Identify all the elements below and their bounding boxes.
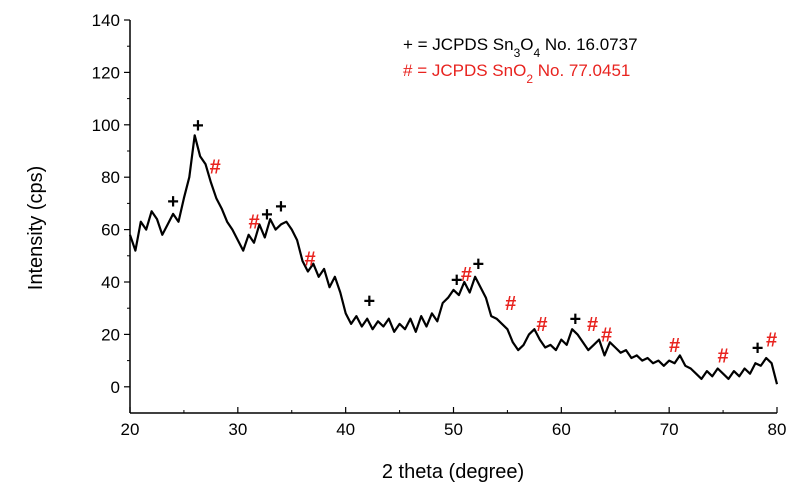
y-ticks: 0 20 40 60 80 100 120 140: [92, 11, 130, 397]
legend: + = JCPDS Sn3O4 No. 16.0737# = JCPDS SnO…: [403, 35, 638, 86]
sn3o4-peak-marker: +: [752, 338, 764, 360]
x-tick-label: 50: [444, 420, 463, 439]
sno2-peak-marker: #: [505, 293, 516, 315]
x-tick-label: 80: [768, 420, 787, 439]
y-tick-label: 120: [92, 63, 120, 82]
sn3o4-peak-marker: +: [451, 269, 463, 291]
sno2-peak-marker: #: [587, 314, 598, 336]
x-tick-label: 40: [336, 420, 355, 439]
x-tick-label: 20: [121, 420, 140, 439]
x-ticks: 20 30 40 50 60 70 80: [121, 407, 787, 439]
sn3o4-peak-marker: +: [364, 290, 376, 312]
x-tick-label: 70: [660, 420, 679, 439]
sno2-peak-marker: #: [536, 314, 547, 336]
sno2-markers: ###### # # # ##: [210, 157, 778, 368]
y-axis-title: Intensity (cps): [25, 166, 47, 290]
sno2-peak-marker: #: [669, 335, 680, 357]
sno2-peak-marker: #: [461, 264, 472, 286]
x-tick-label: 60: [552, 420, 571, 439]
legend-entry: + = JCPDS Sn3O4 No. 16.0737: [403, 35, 638, 60]
sn3o4-peak-marker: +: [275, 196, 287, 218]
sno2-peak-marker: #: [305, 248, 316, 270]
sn3o4-peak-marker: +: [192, 115, 204, 137]
y-tick-label: 40: [101, 273, 120, 292]
sno2-peak-marker: #: [766, 330, 777, 352]
series-line: [128, 134, 779, 385]
sno2-peak-marker: #: [718, 345, 729, 367]
sno2-peak-marker: #: [248, 212, 259, 234]
y-tick-label: 140: [92, 11, 120, 30]
sno2-peak-marker: #: [601, 324, 612, 346]
y-tick-label: 100: [92, 116, 120, 135]
x-axis-title: 2 theta (degree): [382, 461, 524, 482]
sn3o4-markers: +++ ++++++: [167, 115, 763, 360]
sn3o4-peak-marker: +: [570, 309, 582, 331]
y-tick-label: 60: [101, 221, 120, 240]
legend-entry: # = JCPDS SnO2 No. 77.0451: [403, 61, 630, 86]
sno2-peak-marker: #: [210, 157, 221, 179]
x-tick-label: 30: [228, 420, 247, 439]
y-tick-label: 20: [101, 325, 120, 344]
sn3o4-peak-marker: +: [167, 191, 179, 213]
y-tick-label: 0: [111, 378, 120, 397]
y-tick-label: 80: [101, 168, 120, 187]
sn3o4-peak-marker: +: [261, 204, 273, 226]
sn3o4-peak-marker: +: [472, 254, 484, 276]
